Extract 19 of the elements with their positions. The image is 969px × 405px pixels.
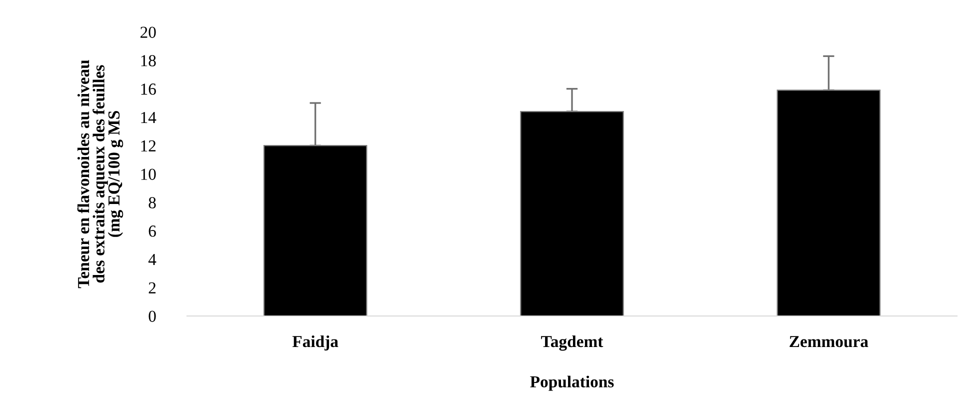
y-tick-label: 18 xyxy=(141,55,156,66)
y-tick-label: 8 xyxy=(148,197,156,208)
y-tick-label: 6 xyxy=(148,226,156,237)
y-axis-title: Teneur en flavonoides au niveau des extraits aqueux des feuilles (mg EQ/100 g MS xyxy=(77,60,124,288)
y-tick-label: 16 xyxy=(141,84,156,95)
x-tick-label: Zemmoura xyxy=(790,336,868,348)
x-tick-label: Tagdemt xyxy=(541,335,604,351)
y-tick-label: 4 xyxy=(148,254,156,265)
y-tick-label: 14 xyxy=(141,112,156,123)
y-tick-label: 2 xyxy=(148,282,156,294)
y-tick-label: 0 xyxy=(148,310,156,322)
y-tick-label: 10 xyxy=(141,168,156,180)
x-tick-label: Faidja xyxy=(292,335,338,351)
y-tick-label: 20 xyxy=(140,26,156,38)
bar xyxy=(520,110,624,316)
x-axis-title: Populations xyxy=(530,376,614,391)
y-tick-label: 12 xyxy=(141,140,156,152)
bar xyxy=(263,145,368,316)
bar xyxy=(776,90,881,316)
